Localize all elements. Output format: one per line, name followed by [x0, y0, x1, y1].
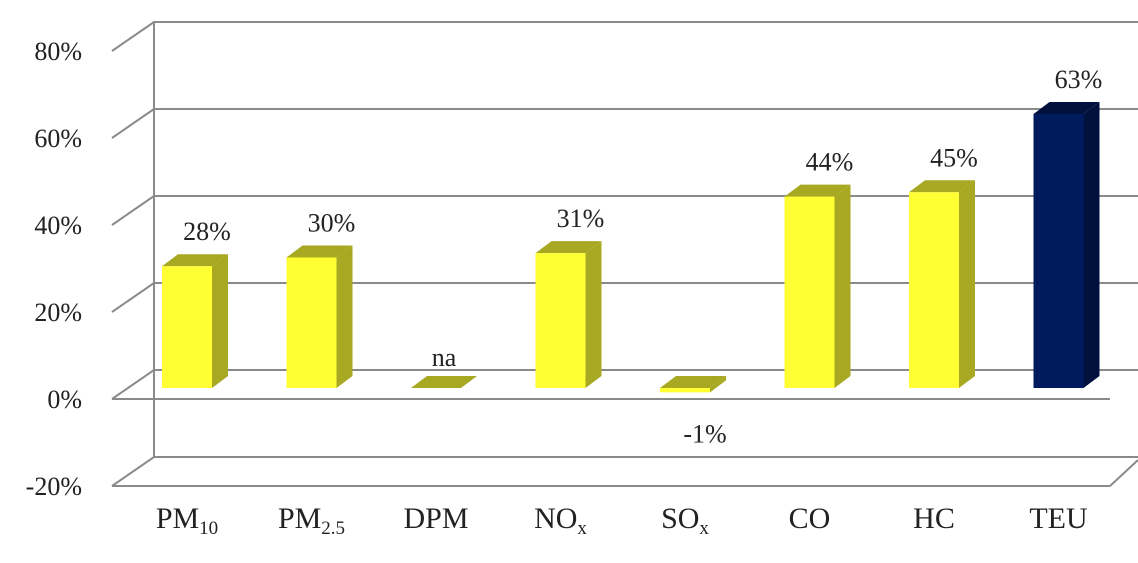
y-tick-label: 80% [34, 37, 82, 66]
category-label: NOx [534, 502, 587, 539]
bar [286, 245, 353, 388]
y-tick-label: 20% [34, 298, 82, 327]
gridlines [111, 21, 1138, 487]
bar-top [411, 376, 477, 388]
bar-front [784, 196, 835, 388]
bar-side [1083, 101, 1100, 388]
category-label: PM2.5 [278, 502, 345, 539]
bar-side [710, 376, 726, 393]
y-tick-label: -20% [26, 472, 82, 501]
gridline [111, 369, 1138, 400]
bars [162, 101, 1100, 393]
y-tick-label: 60% [34, 124, 82, 153]
data-label: -1% [683, 419, 726, 448]
category-label: HC [913, 502, 955, 535]
data-label: 44% [806, 148, 854, 177]
bar [535, 241, 602, 388]
gridline [111, 456, 1138, 487]
data-label: 31% [557, 204, 605, 233]
bar-top [909, 180, 975, 193]
data-label: na [432, 343, 457, 372]
category-label: SOx [661, 502, 709, 539]
gridline [111, 282, 1138, 313]
bar [1033, 101, 1100, 388]
bar-front [286, 257, 337, 388]
bar-top [660, 376, 726, 388]
bar-top [162, 254, 228, 267]
gridline [111, 195, 1138, 226]
data-label: 28% [183, 217, 231, 246]
x-axis-category-labels: PM10 PM2.5 DPM NOx SOx CO HC TEU [156, 502, 1088, 539]
bar [162, 254, 228, 388]
bar-side [585, 241, 602, 388]
category-label: TEU [1029, 502, 1088, 535]
bar [660, 376, 726, 393]
data-label: 63% [1055, 65, 1103, 94]
y-tick-label: 0% [47, 385, 82, 414]
floor-right-edge [1109, 459, 1138, 487]
bar-front [660, 388, 710, 393]
bar-top [1033, 101, 1100, 114]
y-axis-tick-labels: -20% 0% 20% 40% 60% 80% [26, 37, 82, 501]
category-label: PM10 [156, 502, 218, 539]
bar [909, 180, 975, 388]
bar-side [834, 184, 851, 388]
y-tick-label: 40% [34, 211, 82, 240]
data-labels: 28% 30% na 31% -1% 44% 45% 63% [183, 65, 1102, 448]
bar-front [909, 192, 959, 388]
bar-front [1033, 113, 1084, 388]
data-label: 30% [308, 209, 356, 238]
bar-front [535, 253, 586, 388]
bar-side [212, 254, 228, 388]
bar-top [286, 245, 353, 258]
bar-top [535, 241, 602, 254]
bar-side [959, 180, 975, 388]
bar [411, 376, 477, 388]
bar-front [162, 266, 212, 388]
gridline [111, 21, 1138, 52]
bar [784, 184, 851, 388]
gridline [111, 108, 1138, 139]
bar-side [336, 245, 353, 388]
bar-top [784, 184, 851, 197]
data-label: 45% [930, 143, 978, 172]
category-label: CO [789, 502, 831, 535]
category-label: DPM [403, 502, 468, 535]
